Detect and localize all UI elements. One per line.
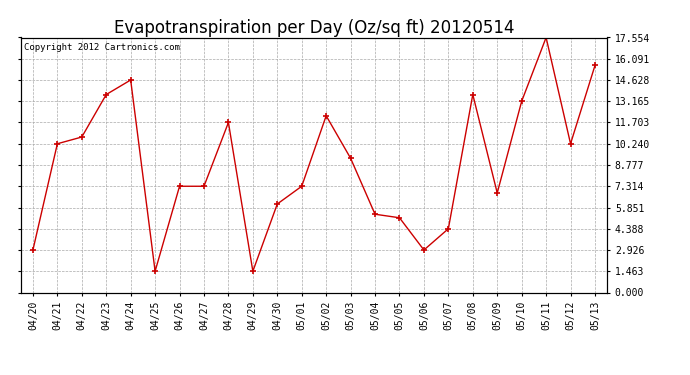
Text: Copyright 2012 Cartronics.com: Copyright 2012 Cartronics.com [23,43,179,52]
Title: Evapotranspiration per Day (Oz/sq ft) 20120514: Evapotranspiration per Day (Oz/sq ft) 20… [114,20,514,38]
